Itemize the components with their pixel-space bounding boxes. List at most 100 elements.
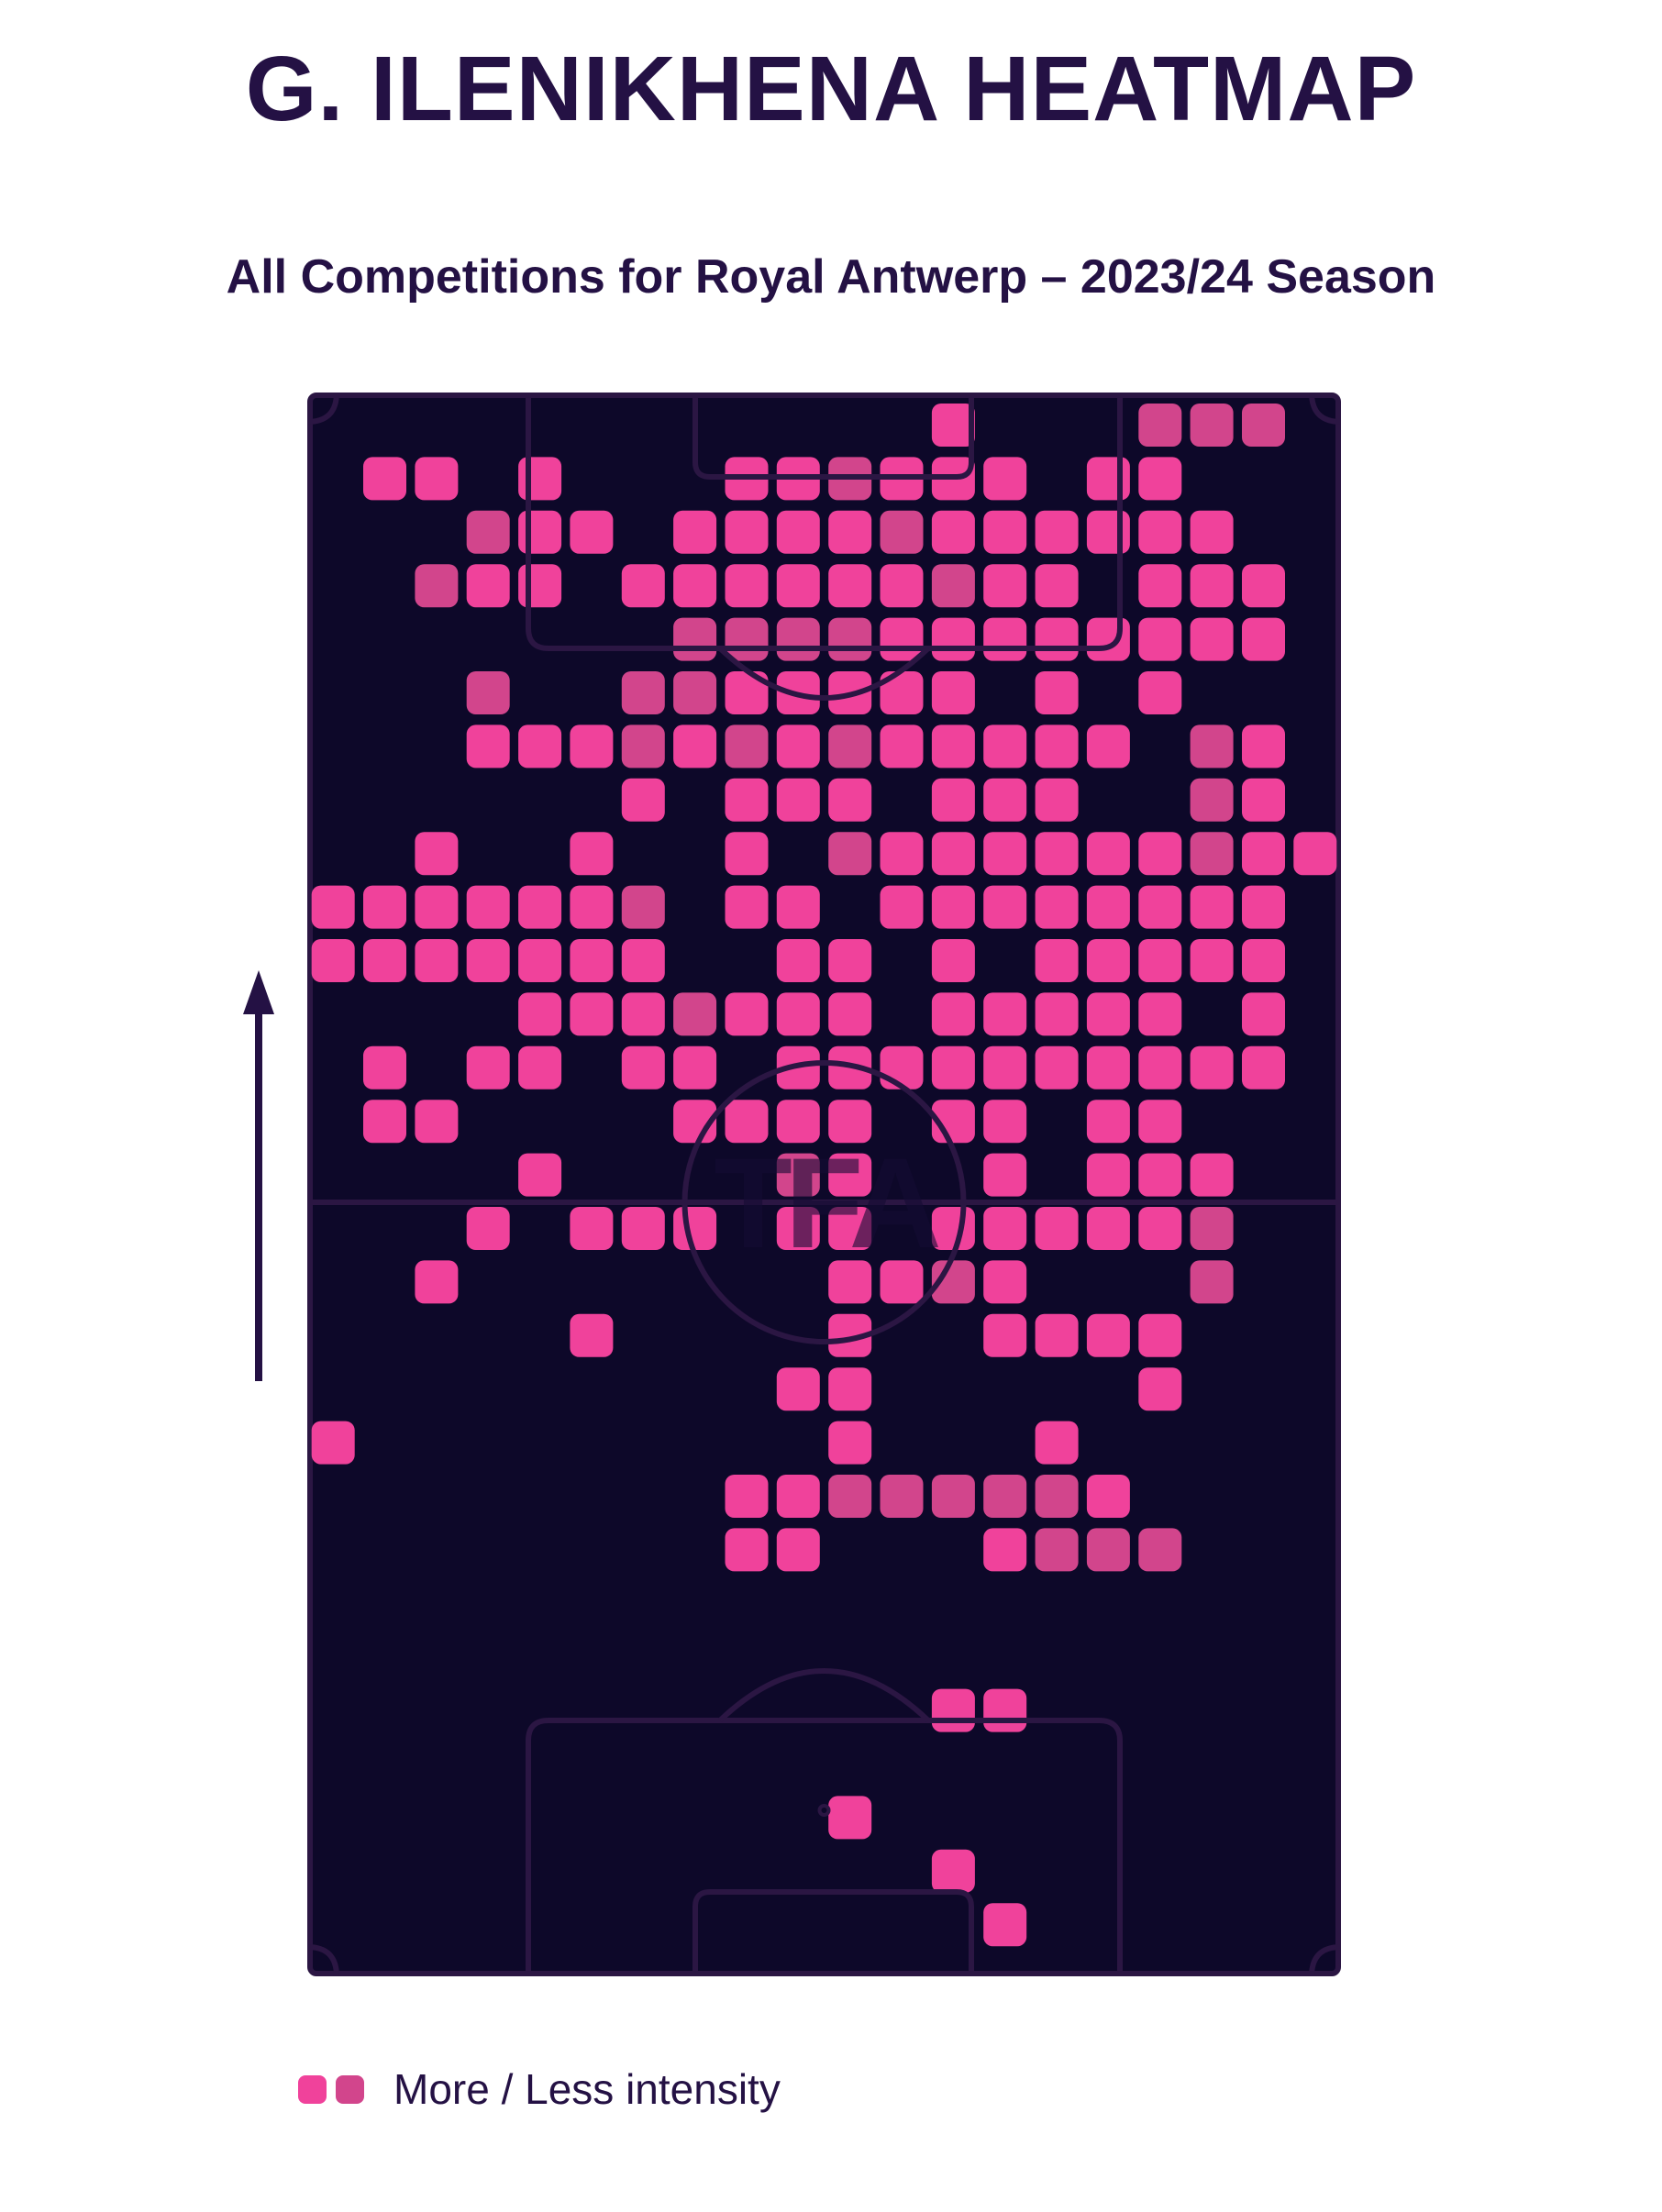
heat-cell: [1190, 778, 1234, 822]
heat-cell: [880, 617, 924, 661]
heat-cell: [415, 564, 459, 608]
heat-cell: [1190, 885, 1234, 929]
heat-cell: [776, 724, 820, 769]
heat-cell: [880, 564, 924, 608]
heat-cell: [931, 617, 975, 661]
heat-cell: [931, 564, 975, 608]
heat-cell: [776, 939, 820, 982]
heat-cell: [725, 617, 769, 661]
heat-cell: [1035, 510, 1079, 554]
heat-cell: [518, 724, 562, 769]
heat-cell: [931, 510, 975, 554]
heat-cell: [673, 617, 717, 661]
page-title: G. ILENIKHENA HEATMAP: [245, 38, 1417, 140]
heat-cell: [828, 1260, 872, 1304]
heat-cell: [1086, 1313, 1130, 1357]
heat-cell: [725, 510, 769, 554]
heat-cell: [311, 1421, 355, 1465]
heat-cell: [828, 1313, 872, 1357]
heat-cell: [828, 1796, 872, 1840]
heat-cell: [1086, 992, 1130, 1036]
heatmap-canvas: TFA: [307, 393, 1341, 1976]
heat-cell: [415, 1260, 459, 1304]
heat-cell: [1242, 939, 1285, 982]
heat-cell: [776, 778, 820, 822]
heat-cell: [673, 564, 717, 608]
heat-cell: [570, 939, 614, 982]
legend: More / Less intensity: [298, 2065, 781, 2113]
heat-cell: [1242, 564, 1285, 608]
heat-cell: [1138, 1528, 1182, 1572]
heat-cell: [776, 617, 820, 661]
heat-cell: [673, 992, 717, 1036]
heat-cell: [415, 939, 459, 982]
pitch-markings: [307, 393, 1341, 1976]
heat-cell: [1190, 617, 1234, 661]
heat-cell: [983, 1207, 1027, 1250]
heat-cell: [983, 1045, 1027, 1089]
heat-cell: [983, 1100, 1027, 1144]
heat-cell: [983, 510, 1027, 554]
attack-direction-arrow: [240, 970, 277, 1385]
heat-cell: [363, 885, 406, 929]
heat-cell: [621, 778, 665, 822]
heat-cell: [776, 564, 820, 608]
heat-cell: [828, 1153, 872, 1197]
heat-cell: [776, 510, 820, 554]
heat-cell: [1086, 457, 1130, 501]
heat-cell: [518, 885, 562, 929]
heat-cell: [415, 457, 459, 501]
heat-cell: [1138, 939, 1182, 982]
heat-cell: [1035, 671, 1079, 714]
heat-cell: [1190, 1153, 1234, 1197]
heat-cell: [1086, 1528, 1130, 1572]
heat-cell: [466, 724, 510, 769]
heat-cell: [828, 1367, 872, 1411]
heat-cell: [880, 1260, 924, 1304]
heat-cell: [931, 992, 975, 1036]
heat-cell: [311, 939, 355, 982]
heat-cell: [1086, 832, 1130, 876]
heat-cell: [725, 885, 769, 929]
heat-cell: [1242, 404, 1285, 447]
heat-cell: [828, 832, 872, 876]
heat-cell: [828, 939, 872, 982]
heat-cell: [1138, 671, 1182, 714]
heat-cell: [983, 1153, 1027, 1197]
heat-cell: [1190, 939, 1234, 982]
heat-cell: [983, 1528, 1027, 1572]
heat-cell: [1035, 1475, 1079, 1518]
heat-cell: [466, 1207, 510, 1250]
heat-cell: [1293, 832, 1337, 876]
heat-cell: [931, 832, 975, 876]
heat-cell: [828, 1207, 872, 1250]
heat-cell: [776, 1153, 820, 1197]
heat-cell: [673, 671, 717, 714]
heat-cell: [880, 510, 924, 554]
heat-cell: [1035, 992, 1079, 1036]
heat-cell: [1190, 404, 1234, 447]
heat-cell: [673, 724, 717, 769]
heat-cell: [1242, 832, 1285, 876]
heat-cell: [776, 885, 820, 929]
penalty-area-bottom: [526, 1718, 1123, 1976]
heat-cell: [1190, 1260, 1234, 1304]
heat-cell: [570, 1313, 614, 1357]
heatmap-squares: [311, 404, 1337, 1947]
heat-cell: [621, 671, 665, 714]
heat-cell: [725, 671, 769, 714]
heat-cell: [1086, 510, 1130, 554]
heat-cell: [776, 992, 820, 1036]
heat-cell: [311, 885, 355, 929]
heat-cell: [983, 992, 1027, 1036]
goal-area-bottom: [692, 1889, 974, 1976]
heat-cell: [828, 617, 872, 661]
heat-cell: [725, 1100, 769, 1144]
heat-cell: [1138, 457, 1182, 501]
heat-cell: [1086, 1100, 1130, 1144]
penalty-spot-bottom: [817, 1804, 831, 1817]
heat-cell: [466, 885, 510, 929]
heat-cell: [518, 1153, 562, 1197]
heat-cell: [621, 885, 665, 929]
